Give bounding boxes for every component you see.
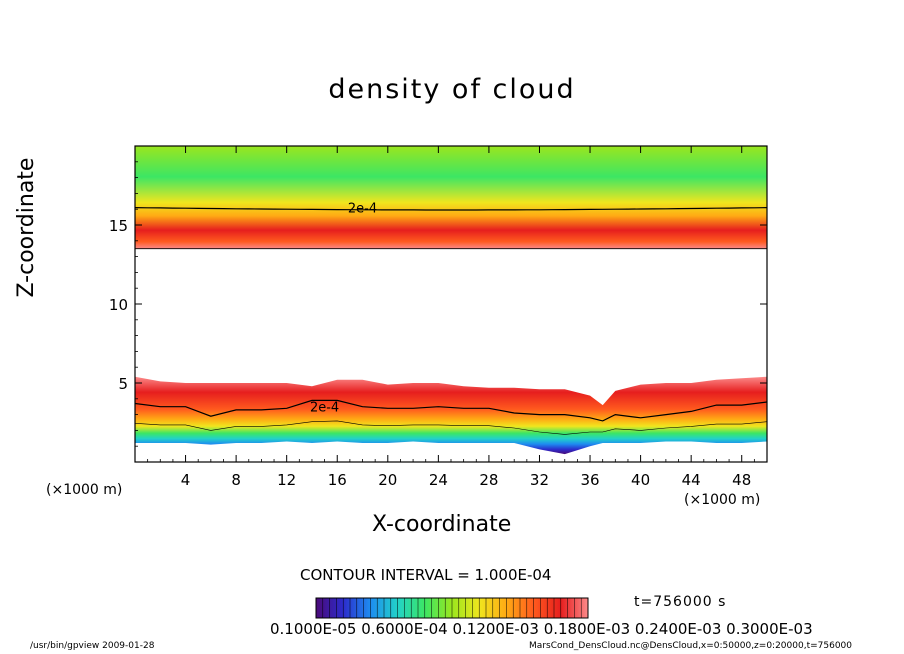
- lower-cloud-layer: [135, 376, 767, 455]
- colorbar: [315, 597, 589, 619]
- x-unit-left: (×1000 m): [46, 482, 123, 498]
- x-tick-label: 44: [682, 471, 701, 489]
- contour-interval: CONTOUR INTERVAL = 1.000E-04: [300, 566, 552, 584]
- x-tick-label: 28: [479, 471, 498, 489]
- x-tick-label: 12: [277, 471, 296, 489]
- contour-label: 2e-4: [310, 401, 339, 416]
- plot-area: [135, 146, 767, 455]
- footer-right: MarsCond_DensCloud.nc@DensCloud,x=0:5000…: [529, 641, 852, 651]
- x-unit-right: (×1000 m): [684, 492, 761, 508]
- y-axis-label: Z-coordinate: [14, 157, 40, 298]
- x-tick-label: 40: [631, 471, 650, 489]
- x-tick-label: 24: [429, 471, 448, 489]
- contour-label: 2e-4: [348, 202, 377, 217]
- upper-contour-line: [135, 207, 767, 211]
- chart-title: density of cloud: [328, 74, 576, 105]
- lower-contour-line-inner: [135, 420, 767, 435]
- colorbar-tick-labels: 0.1000E-05 0.6000E-04 0.1200E-03 0.1800E…: [270, 620, 813, 638]
- y-tick-label: 15: [109, 217, 128, 235]
- upper-cloud-layer: [135, 146, 767, 249]
- x-tick-label: 20: [378, 471, 397, 489]
- footer-left: /usr/bin/gpview 2009-01-28: [30, 641, 155, 651]
- x-tick-label: 48: [732, 471, 751, 489]
- x-tick-label: 32: [530, 471, 549, 489]
- time-label: t=756000 s: [634, 594, 727, 610]
- y-tick-label: 10: [109, 296, 128, 314]
- x-tick-label: 16: [328, 471, 347, 489]
- x-tick-label: 36: [580, 471, 599, 489]
- contour-labels: 2e-4 2e-4: [310, 202, 377, 416]
- x-tick-label: 4: [181, 471, 191, 489]
- x-tick-label: 8: [231, 471, 241, 489]
- lower-contour-line: [135, 399, 767, 422]
- y-tick-label: 5: [118, 375, 128, 393]
- x-axis-label: X-coordinate: [372, 512, 512, 537]
